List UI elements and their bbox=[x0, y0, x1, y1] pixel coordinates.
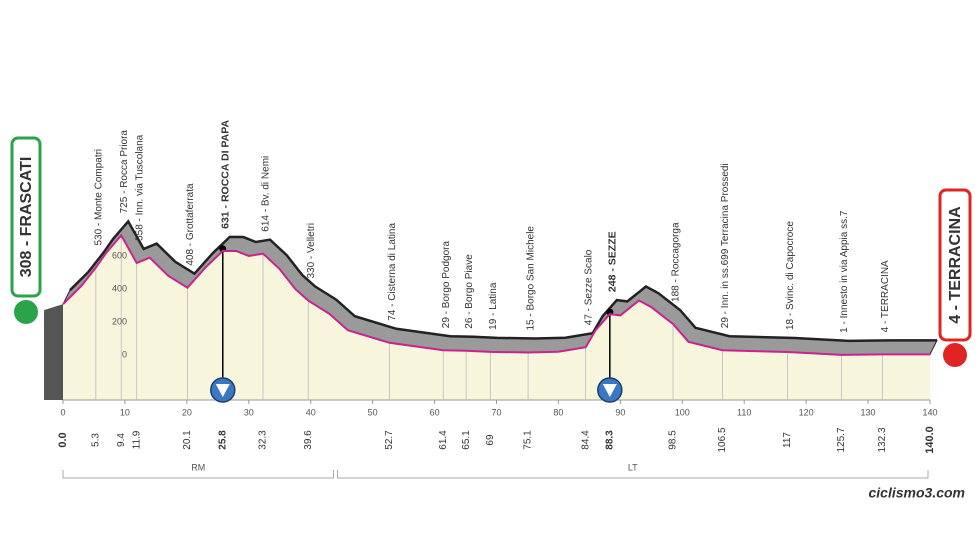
km-label: 69 bbox=[485, 434, 496, 446]
waypoint-label: 330 - Velletri bbox=[306, 223, 317, 279]
y-tick-label: 600 bbox=[112, 250, 127, 260]
start-icon bbox=[14, 300, 38, 324]
waypoint-label: 614 - Bv. di Nemi bbox=[261, 156, 272, 232]
profile-area bbox=[63, 235, 930, 400]
finish-icon bbox=[943, 343, 967, 367]
waypoint-label: 15 - Borgo San Michele bbox=[526, 226, 537, 331]
km-label: 140.0 bbox=[924, 426, 936, 454]
x-tick-label: 40 bbox=[306, 407, 316, 417]
y-tick-label: 200 bbox=[112, 316, 127, 326]
waypoint-label: 631 - ROCCA DI PAPA bbox=[220, 120, 232, 229]
waypoint-label: 1 - Innesto in via Appia ss.7 bbox=[839, 210, 850, 333]
start-box bbox=[10, 136, 42, 298]
finish-label: 4 - TERRACINA bbox=[947, 206, 964, 324]
km-label: 32.3 bbox=[258, 430, 269, 450]
km-label: 75.1 bbox=[523, 430, 534, 450]
region-bracket bbox=[336, 470, 929, 479]
waypoint-label: 29 - Borgo Podgora bbox=[441, 240, 452, 328]
region-bracket bbox=[62, 470, 334, 479]
x-tick-label: 90 bbox=[615, 407, 625, 417]
x-tick-label: 10 bbox=[120, 407, 130, 417]
km-label: 106.5 bbox=[717, 427, 728, 452]
x-tick-label: 0 bbox=[60, 407, 65, 417]
waypoint-label: 725 - Rocca Priora bbox=[119, 130, 130, 214]
x-tick-label: 70 bbox=[491, 407, 501, 417]
waypoint-label: 29 - Inn. in ss.699 Terracina Prossedi bbox=[720, 163, 731, 328]
x-tick-label: 100 bbox=[675, 407, 690, 417]
climb-icon-triangle bbox=[215, 384, 230, 397]
km-label: 0.0 bbox=[57, 432, 69, 447]
x-tick-label: 110 bbox=[737, 407, 751, 417]
km-label: 65.1 bbox=[461, 430, 472, 450]
x-tick-label: 50 bbox=[368, 407, 378, 417]
km-label: 84.4 bbox=[580, 430, 591, 450]
x-tick-label: 20 bbox=[182, 407, 192, 417]
x-tick-label: 60 bbox=[430, 407, 440, 417]
profile-shadow-edge bbox=[69, 219, 937, 343]
profile-side bbox=[44, 304, 63, 400]
climb-icon-triangle bbox=[602, 384, 617, 397]
x-tick-label: 120 bbox=[799, 407, 814, 417]
km-label: 20.1 bbox=[182, 430, 193, 450]
x-tick-label: 140 bbox=[922, 407, 937, 417]
km-label: 132.3 bbox=[877, 427, 888, 452]
km-label: 88.3 bbox=[604, 430, 615, 450]
y-tick-label: 400 bbox=[112, 283, 127, 293]
x-tick-label: 80 bbox=[553, 407, 563, 417]
waypoint-label: 18 - Svinc. di Capocroce bbox=[785, 221, 796, 330]
km-label: 117 bbox=[782, 432, 793, 448]
km-label: 125.7 bbox=[836, 427, 847, 452]
region-label: RM bbox=[191, 462, 205, 472]
km-label: 25.8 bbox=[217, 430, 228, 450]
km-label: 9.4 bbox=[116, 433, 127, 447]
km-label: 5.3 bbox=[90, 433, 101, 447]
region-label: LT bbox=[628, 462, 638, 472]
profile-line bbox=[62, 233, 930, 356]
km-label: 52.7 bbox=[384, 430, 395, 450]
waypoint-label: 47 - Sezze Scalo bbox=[583, 249, 594, 325]
y-tick-label: 0 bbox=[122, 349, 127, 359]
waypoint-label: 26 - Borgo Piave bbox=[464, 254, 475, 329]
x-tick-label: 30 bbox=[244, 407, 254, 417]
waypoint-label: 248 - SEZZE bbox=[607, 231, 619, 292]
waypoint-label: 19 - Latina bbox=[488, 282, 499, 330]
waypoint-label: 408 - Grottaferrata bbox=[185, 183, 196, 266]
km-label: 98.5 bbox=[668, 430, 679, 450]
waypoint-label: 188 - Roccagorga bbox=[671, 222, 682, 302]
waypoint-label: 74 - Cisterna di Latina bbox=[387, 223, 398, 321]
waypoint-label: 530 - Monte Compatri bbox=[93, 149, 104, 246]
km-label: 61.4 bbox=[438, 430, 449, 450]
finish-box bbox=[938, 188, 972, 342]
km-label: 39.6 bbox=[303, 430, 314, 450]
watermark: ciclismo3.com bbox=[869, 485, 966, 501]
start-label: 308 - FRASCATI bbox=[18, 157, 35, 278]
waypoint-label: 4 - TERRACINA bbox=[880, 260, 891, 332]
waypoint-label: 558 - Inn. via Tuscolana bbox=[134, 134, 145, 241]
km-label: 11.9 bbox=[131, 430, 142, 449]
x-tick-label: 130 bbox=[861, 407, 876, 417]
